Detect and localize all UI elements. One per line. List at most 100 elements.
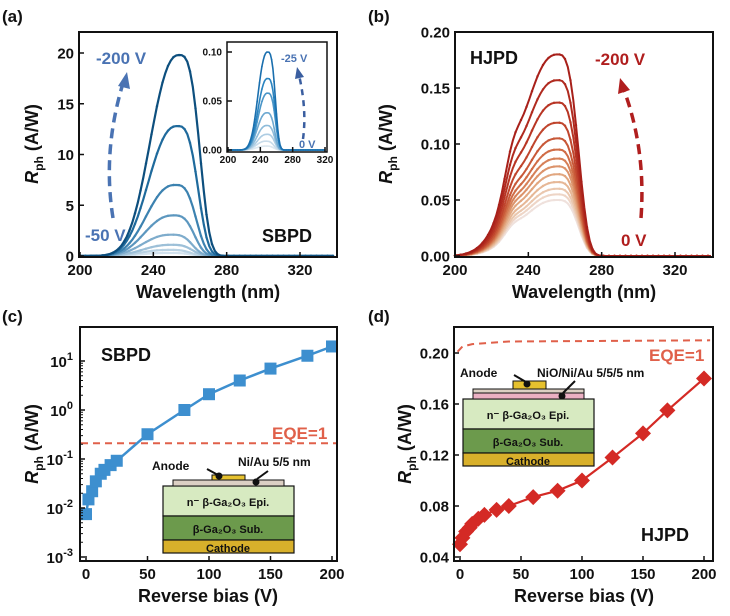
spectrum-marker xyxy=(133,234,137,237)
spectrum-marker xyxy=(144,240,148,244)
spectrum-marker xyxy=(155,249,159,252)
spectrum-marker xyxy=(183,187,186,190)
spectrum-marker xyxy=(266,77,268,80)
spectrum-marker xyxy=(210,242,214,246)
spectrum-marker xyxy=(519,136,523,139)
spectrum-marker xyxy=(256,114,258,116)
y-tick-label: 0 xyxy=(66,249,74,266)
spectrum-marker xyxy=(266,124,268,127)
spectrum-marker xyxy=(563,104,567,108)
y-axis-label: Rph (A/W) xyxy=(376,104,400,184)
y-tick-label: 10-2 xyxy=(47,498,73,518)
spectrum-marker xyxy=(574,168,578,171)
spectrum-marker xyxy=(210,250,214,253)
inset-annotation-bottom: 0 V xyxy=(299,139,316,151)
spectrum-marker xyxy=(569,121,572,124)
spectrum-marker xyxy=(183,249,186,253)
spectrum-marker xyxy=(464,252,468,255)
spectrum-marker xyxy=(525,105,528,109)
spectrum-marker xyxy=(273,99,275,101)
spectrum-marker xyxy=(270,83,273,85)
spectrum-marker xyxy=(128,241,131,245)
spectrum-marker xyxy=(530,181,534,184)
spectrum-marker xyxy=(199,234,203,238)
spectrum-marker xyxy=(536,181,539,185)
spectrum-marker xyxy=(547,166,550,170)
panel-a: (a) 200 240 280 320 0 5 10 15 20 Rph (A/W) Wavelen… xyxy=(2,7,338,302)
spectrum-marker xyxy=(172,183,175,187)
spectrum-marker xyxy=(569,201,572,204)
spectrum-marker xyxy=(530,209,534,212)
spectrum-marker xyxy=(475,246,479,250)
spectrum-marker xyxy=(508,150,512,153)
anode-label-d: Anode xyxy=(460,366,498,380)
contact-layer xyxy=(172,479,285,487)
spectrum-marker xyxy=(547,56,550,60)
spectrum-marker xyxy=(244,148,246,150)
panel-b: (b) 200 240 280 320 0.00 0.05 0.10 0.15 0.20 Rph … xyxy=(368,7,714,302)
x-tick-label: 320 xyxy=(662,262,687,279)
spectrum-marker xyxy=(569,190,572,193)
spectrum-marker xyxy=(205,252,208,255)
spectrum-marker xyxy=(563,124,567,127)
x-tick-label: 200 xyxy=(220,155,237,166)
spectrum-marker xyxy=(234,149,237,151)
data-point xyxy=(476,506,493,523)
spectrum-marker xyxy=(177,233,181,237)
spectrum-marker xyxy=(183,127,186,131)
data-point xyxy=(500,498,517,514)
spectrum-marker xyxy=(150,249,153,253)
x-tick-label: 100 xyxy=(196,566,221,583)
spectrum-marker xyxy=(183,236,186,239)
spectrum-marker xyxy=(256,146,258,149)
spectrum-marker xyxy=(541,153,545,157)
spectrum-marker xyxy=(530,145,534,149)
y-tick-label: 0.08 xyxy=(420,499,449,516)
nio-layer xyxy=(472,392,585,400)
spectrum-marker xyxy=(514,199,517,203)
data-point xyxy=(86,485,99,498)
spectrum-marker xyxy=(312,149,314,151)
anode-pointer-dot xyxy=(215,472,223,480)
spectrum-marker xyxy=(256,121,258,123)
spectrum-marker xyxy=(558,180,561,184)
spectrum-marker xyxy=(273,139,275,142)
data-point xyxy=(574,472,590,489)
spectrum-marker xyxy=(111,251,115,254)
panel-b-plot-area xyxy=(453,53,711,258)
spectrum-marker xyxy=(263,94,266,97)
spectrum-marker xyxy=(183,55,186,59)
spectrum-marker xyxy=(297,149,300,151)
spectrum-marker xyxy=(155,152,159,155)
spectrum-marker xyxy=(508,193,512,197)
spectrum-marker xyxy=(558,101,561,104)
spectrum-marker xyxy=(258,110,261,112)
panel-label-c: (c) xyxy=(2,307,23,326)
spectrum-marker xyxy=(530,158,534,162)
spectrum-marker xyxy=(177,248,181,252)
spectrum-marker xyxy=(508,216,512,219)
y-tick-label: 5 xyxy=(66,198,74,215)
spectrum-marker xyxy=(194,246,197,250)
spectrum-marker xyxy=(569,183,572,186)
spectrum-marker xyxy=(268,77,271,80)
spectrum-marker xyxy=(268,145,271,148)
spectrum-marker xyxy=(585,225,589,229)
spectrum-marker xyxy=(519,199,523,203)
annotation-top-a: -200 V xyxy=(96,49,147,68)
spectrum-marker xyxy=(188,70,192,73)
spectrum-marker xyxy=(155,104,159,108)
spectrum-marker xyxy=(261,145,263,148)
y-tick-label: 0.16 xyxy=(420,397,449,414)
spectrum-marker xyxy=(150,133,153,136)
spectrum-marker xyxy=(536,167,539,171)
spectrum-marker xyxy=(275,113,278,115)
spectrum-marker xyxy=(172,243,175,247)
spectrum-marker xyxy=(256,143,258,146)
epi-layer xyxy=(462,398,595,430)
spectrum-marker xyxy=(216,252,219,256)
spectrum-marker xyxy=(261,115,263,118)
spectrum-marker xyxy=(177,251,181,255)
spectrum-marker xyxy=(251,132,254,134)
